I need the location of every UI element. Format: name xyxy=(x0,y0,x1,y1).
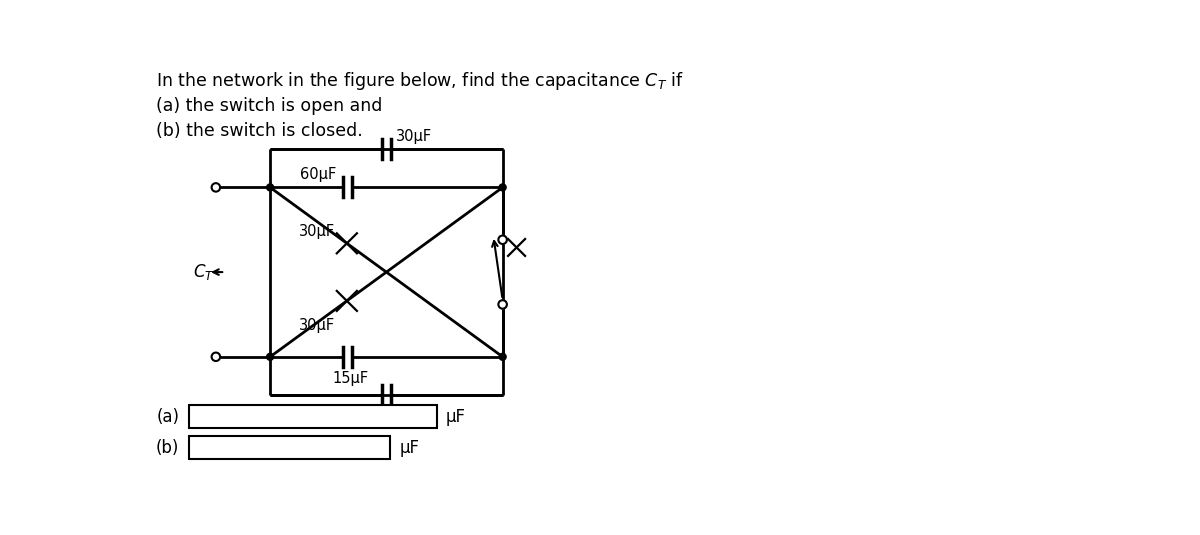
Text: In the network in the figure below, find the capacitance $C_T$ if: In the network in the figure below, find… xyxy=(156,70,684,91)
Text: 60μF: 60μF xyxy=(300,167,336,182)
Circle shape xyxy=(211,353,220,361)
Text: (b) the switch is closed.: (b) the switch is closed. xyxy=(156,122,362,140)
Circle shape xyxy=(499,184,506,191)
Text: μF: μF xyxy=(446,408,466,426)
Text: (a): (a) xyxy=(156,408,180,426)
Text: (a) the switch is open and: (a) the switch is open and xyxy=(156,96,383,114)
Text: 30μF: 30μF xyxy=(299,225,335,240)
Text: 15μF: 15μF xyxy=(332,371,368,386)
Text: 30μF: 30μF xyxy=(299,318,335,333)
Circle shape xyxy=(499,353,506,360)
Circle shape xyxy=(266,184,274,191)
Text: μF: μF xyxy=(400,439,420,457)
Circle shape xyxy=(498,300,506,309)
Circle shape xyxy=(498,235,506,244)
FancyBboxPatch shape xyxy=(188,406,437,429)
Circle shape xyxy=(266,353,274,360)
Text: 60μF: 60μF xyxy=(396,409,432,424)
Circle shape xyxy=(211,183,220,192)
Text: $C_T$: $C_T$ xyxy=(193,262,214,282)
Text: (b): (b) xyxy=(156,439,180,457)
Text: 30μF: 30μF xyxy=(396,128,432,143)
FancyBboxPatch shape xyxy=(188,436,390,459)
